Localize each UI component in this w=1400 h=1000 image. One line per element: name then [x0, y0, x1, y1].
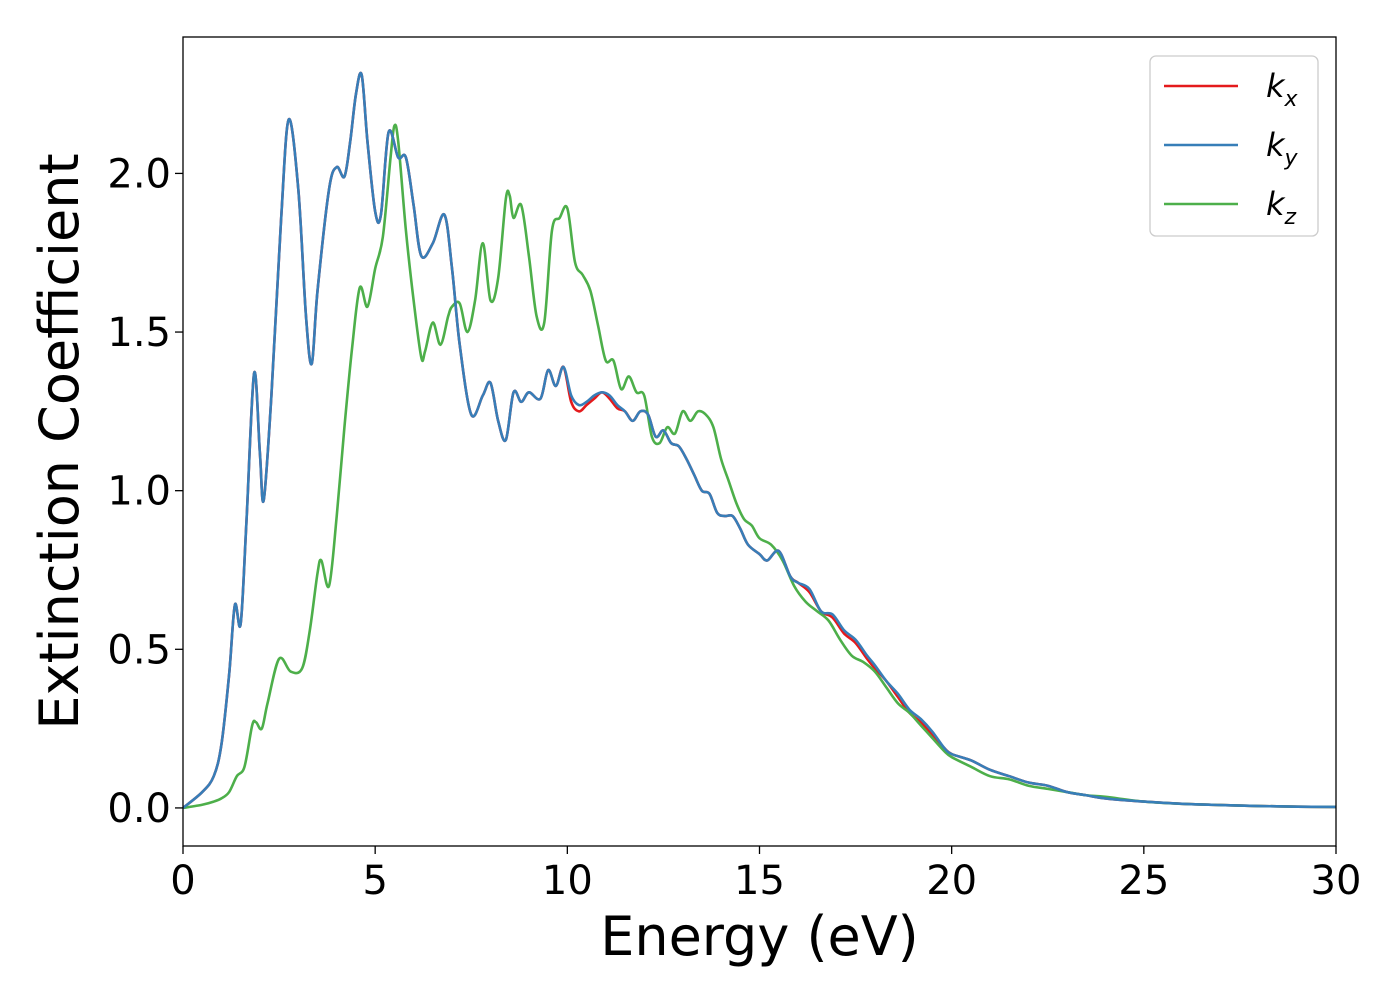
y-tick-label: 1.5 [107, 310, 171, 356]
plot-area [182, 36, 1337, 847]
y-axis-label: Extinction Coefficient [28, 153, 91, 729]
x-tick-label: 5 [362, 858, 387, 904]
y-tick-label: 2.0 [107, 151, 171, 197]
legend-label-x: kx [1266, 67, 1299, 112]
legend-label-subscript: z [1284, 205, 1297, 230]
y-axis: 0.0 0.5 1.0 1.5 2.0 [107, 151, 183, 832]
x-tick-label: 15 [734, 858, 785, 904]
legend-label-base: k [1266, 126, 1286, 164]
legend-label-subscript: x [1284, 87, 1299, 112]
legend-label-subscript: y [1284, 146, 1299, 171]
x-axis-label: Energy (eV) [600, 905, 919, 968]
y-tick-label: 0.0 [107, 786, 171, 832]
series-line-y [183, 71, 1336, 810]
legend-label-z: kz [1266, 185, 1297, 230]
legend-label-base: k [1266, 185, 1286, 223]
x-tick-label: 20 [926, 858, 977, 904]
x-tick-label: 0 [170, 858, 195, 904]
x-tick-label: 30 [1311, 858, 1362, 904]
legend-label-y: ky [1266, 126, 1299, 171]
y-tick-label: 0.5 [107, 627, 171, 673]
x-axis: 0 5 10 15 20 25 30 [170, 846, 1361, 904]
legend-label-base: k [1266, 67, 1286, 105]
x-tick-label: 25 [1118, 858, 1169, 904]
y-tick-label: 1.0 [107, 469, 171, 515]
x-tick-label: 10 [542, 858, 593, 904]
series-lines [183, 71, 1336, 810]
series-line-z [183, 123, 1336, 810]
